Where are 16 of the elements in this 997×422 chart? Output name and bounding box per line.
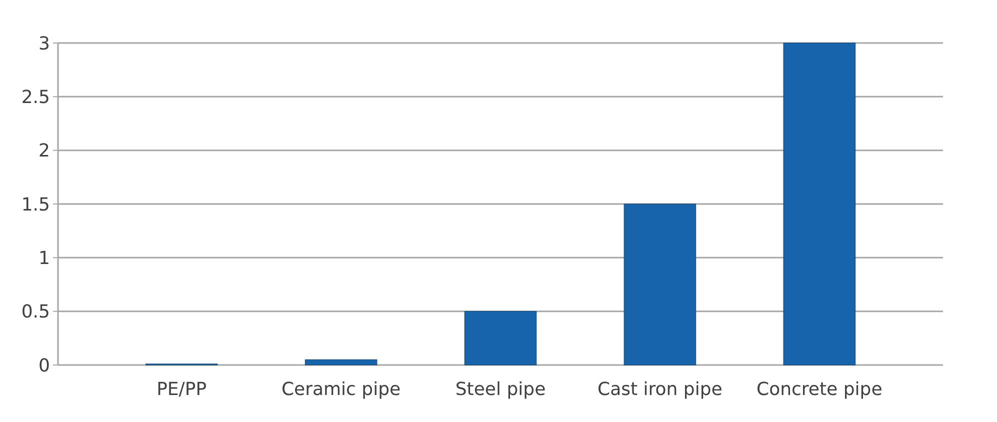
x-tick-label: Concrete pipe <box>756 379 882 400</box>
bar <box>304 359 378 366</box>
y-tick-label: 3 <box>38 33 50 54</box>
x-tick-label: Ceramic pipe <box>281 379 401 400</box>
y-tick-label: 1 <box>38 248 50 269</box>
x-tick-label: Steel pipe <box>455 379 546 400</box>
x-tick-label: PE/PP <box>156 379 207 400</box>
bar <box>624 204 696 366</box>
y-tick-label: 1.5 <box>21 194 50 216</box>
y-tick-label: 0.5 <box>21 302 50 323</box>
x-tick-label: Cast iron pipe <box>598 379 722 400</box>
y-tick-label: 0 <box>38 355 50 376</box>
y-tick-label: 2.5 <box>21 86 50 108</box>
y-tick-label: 2 <box>38 140 50 162</box>
bar <box>464 311 537 366</box>
bar <box>783 42 856 366</box>
